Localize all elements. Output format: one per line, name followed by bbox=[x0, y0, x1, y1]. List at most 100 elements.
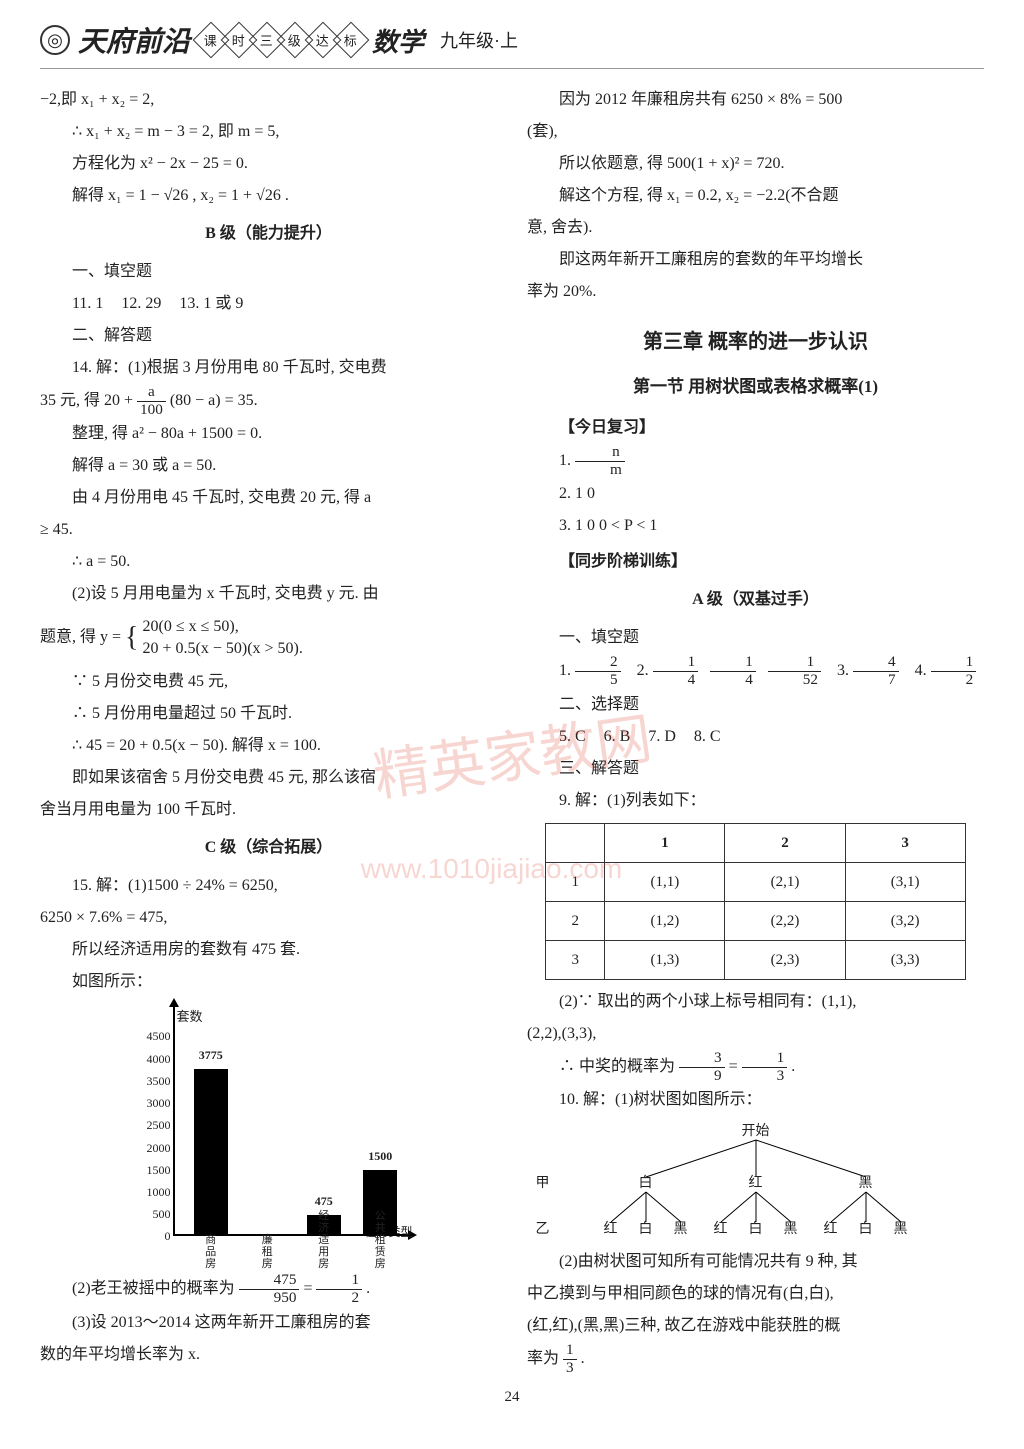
right-p7: 率为 20%. bbox=[527, 276, 984, 308]
q10b: (2)由树状图可知所有可能情况共有 9 种, 其 bbox=[527, 1246, 984, 1278]
bar bbox=[194, 1069, 228, 1237]
fill-answers-right: 1. 25 2. 14 14 152 3. 47 4. 12 bbox=[527, 654, 984, 688]
q14a: 14. 解：(1)根据 3 月份用电 80 千瓦时, 交电费 bbox=[40, 352, 497, 384]
left-p4: 解得 x₁ = 1 − √26 , x₂ = 1 + √26 . bbox=[40, 180, 497, 212]
th-3: 3 bbox=[845, 823, 965, 862]
ytick: 1500 bbox=[129, 1158, 171, 1182]
q15e: (2)老王被摇中的概率为 475950 = 12 . bbox=[40, 1272, 497, 1306]
r1: 1. nm bbox=[527, 444, 984, 478]
right-p5: 意, 舍去). bbox=[527, 212, 984, 244]
level-a-title: A 级（双基过手） bbox=[527, 584, 984, 616]
ans-11: 11. 1 bbox=[72, 295, 103, 312]
q14l: ∴ 45 = 20 + 0.5(x − 50). 解得 x = 100. bbox=[40, 730, 497, 762]
left-p1: −2,即 x₁ + x₂ = 2, bbox=[40, 84, 497, 116]
two-column-layout: −2,即 x₁ + x₂ = 2, ∴ x₁ + x₂ = m − 3 = 2,… bbox=[40, 84, 984, 1377]
q14i: 题意, 得 y = { 20(0 ≤ x ≤ 50), 20 + 0.5(x −… bbox=[40, 610, 497, 666]
q15a: 15. 解：(1)1500 ÷ 24% = 6250, bbox=[40, 870, 497, 902]
q15d: 如图所示： bbox=[40, 966, 497, 998]
q14f: ≥ 45. bbox=[40, 514, 497, 546]
frac-n-m: nm bbox=[575, 444, 625, 478]
right-p4: 解这个方程, 得 x₁ = 0.2, x₂ = −2.2(不合题 bbox=[527, 180, 984, 212]
right-p3: 所以依题意, 得 500(1 + x)² = 720. bbox=[527, 148, 984, 180]
ans-5: 5. C bbox=[559, 728, 586, 745]
solve-title-left: 二、解答题 bbox=[40, 320, 497, 352]
left-p3: 方程化为 x² − 2x − 25 = 0. bbox=[40, 148, 497, 180]
q15c: 所以经济适用房的套数有 475 套. bbox=[40, 934, 497, 966]
y-axis bbox=[173, 1006, 175, 1236]
q14k: ∴ 5 月份用电量超过 50 千瓦时. bbox=[40, 698, 497, 730]
choice-answers: 5. C 6. B 7. D 8. C bbox=[527, 721, 984, 753]
frac-1-2: 12 bbox=[316, 1272, 362, 1306]
brand-title: 天府前沿 bbox=[78, 20, 190, 60]
tree-root: 开始 bbox=[742, 1118, 770, 1146]
right-p6: 即这两年新开工廉租房的套数的年平均增长 bbox=[527, 244, 984, 276]
ytick: 3000 bbox=[129, 1091, 171, 1115]
r2: 2. 1 0 bbox=[527, 478, 984, 510]
ytick: 3500 bbox=[129, 1069, 171, 1093]
right-column: 因为 2012 年廉租房共有 6250 × 8% = 500 (套), 所以依题… bbox=[527, 84, 984, 1377]
ans-8: 8. C bbox=[694, 728, 721, 745]
ytick: 4500 bbox=[129, 1024, 171, 1048]
q15b: 6250 × 7.6% = 475, bbox=[40, 902, 497, 934]
tree-diagram: 开始 甲 乙 白 红 黑 红 白 黑 红 白 黑 红 白 黑 bbox=[536, 1122, 976, 1242]
fill-title-left: 一、填空题 bbox=[40, 256, 497, 288]
q10a: 10. 解：(1)树状图如图所示： bbox=[527, 1084, 984, 1116]
chapter-title: 第三章 概率的进一步认识 bbox=[527, 322, 984, 362]
q10d: (红,红),(黑,黑)三种, 故乙在游戏中能获胜的概 bbox=[527, 1310, 984, 1342]
q14j: ∵ 5 月份交电费 45 元, bbox=[40, 666, 497, 698]
q14n: 舍当月用电量为 100 千瓦时. bbox=[40, 794, 497, 826]
page-header: ◎ 天府前沿 课 时 三 级 达 标 数学 九年级·上 bbox=[40, 20, 984, 69]
chart-ylabel: 套数 bbox=[177, 1004, 203, 1030]
bar-chart: 套数 住房类型 05001000150020002500300035004000… bbox=[129, 1006, 409, 1266]
ans-7: 7. D bbox=[648, 728, 676, 745]
q14c: 整理, 得 a² − 80a + 1500 = 0. bbox=[40, 418, 497, 450]
q15g: 数的年平均增长率为 x. bbox=[40, 1339, 497, 1371]
q10c: 中乙摸到与甲相同颜色的球的情况有(白,白), bbox=[527, 1278, 984, 1310]
page-number: 24 bbox=[40, 1389, 984, 1406]
q14e: 由 4 月份用电 45 千瓦时, 交电费 20 元, 得 a bbox=[40, 482, 497, 514]
q14h: (2)设 5 月用电量为 x 千瓦时, 交电费 y 元. 由 bbox=[40, 578, 497, 610]
brace-icon: { bbox=[125, 622, 138, 653]
probability-table: 1 2 3 1 (1,1) (2,1) (3,1) 2 (1,2) (2,2) … bbox=[545, 823, 965, 980]
left-column: −2,即 x₁ + x₂ = 2, ∴ x₁ + x₂ = m − 3 = 2,… bbox=[40, 84, 497, 1377]
x-category-label: 经济适用房 bbox=[304, 1210, 344, 1270]
review-title: 【今日复习】 bbox=[527, 412, 984, 444]
fill-answers-left: 11. 1 12. 29 13. 1 或 9 bbox=[40, 288, 497, 320]
th-1: 1 bbox=[605, 823, 725, 862]
q9d: ∴ 中奖的概率为 39 = 13 . bbox=[527, 1050, 984, 1084]
train-title: 【同步阶梯训练】 bbox=[527, 546, 984, 578]
ytick: 4000 bbox=[129, 1047, 171, 1071]
ytick: 0 bbox=[129, 1224, 171, 1248]
diamond-row: 课 时 三 级 达 标 bbox=[198, 27, 364, 53]
q14m: 即如果该宿舍 5 月份交电费 45 元, 那么该宿 bbox=[40, 762, 497, 794]
grade-label: 九年级·上 bbox=[440, 27, 518, 53]
diamond-6: 标 bbox=[333, 22, 370, 59]
bar-value-label: 1500 bbox=[368, 1144, 392, 1168]
q9b: (2)∵ 取出的两个小球上标号相同有：(1,1), bbox=[527, 986, 984, 1018]
tree-row1-label: 甲 bbox=[536, 1170, 550, 1198]
q14b: 35 元, 得 20 + a100 (80 − a) = 35. bbox=[40, 384, 497, 418]
tree-row2-label: 乙 bbox=[536, 1216, 550, 1244]
x-category-label: 廉租房 bbox=[247, 1234, 287, 1270]
ans-12: 12. 29 bbox=[121, 295, 161, 312]
solve-title-right: 三、解答题 bbox=[527, 753, 984, 785]
level-b-title: B 级（能力提升） bbox=[40, 218, 497, 250]
level-c-title: C 级（综合拓展） bbox=[40, 832, 497, 864]
right-p2: (套), bbox=[527, 116, 984, 148]
left-p2: ∴ x₁ + x₂ = m − 3 = 2, 即 m = 5, bbox=[40, 116, 497, 148]
bar-value-label: 3775 bbox=[199, 1043, 223, 1067]
frac-475-950: 475950 bbox=[239, 1272, 300, 1306]
th-2: 2 bbox=[725, 823, 845, 862]
x-category-label: 商品房 bbox=[191, 1234, 231, 1270]
bullseye-icon: ◎ bbox=[40, 25, 70, 55]
ans-6: 6. B bbox=[604, 728, 631, 745]
r3: 3. 1 0 0 < P < 1 bbox=[527, 510, 984, 542]
ans-13: 13. 1 或 9 bbox=[179, 295, 243, 312]
frac-a-100: a100 bbox=[137, 384, 166, 418]
q15f: (3)设 2013～2014 这两年新开工廉租房的套 bbox=[40, 1307, 497, 1339]
ytick: 500 bbox=[129, 1202, 171, 1226]
subject-label: 数学 bbox=[372, 22, 424, 59]
section-title: 第一节 用树状图或表格求概率(1) bbox=[527, 370, 984, 404]
q14d: 解得 a = 30 或 a = 50. bbox=[40, 450, 497, 482]
fill-title-right: 一、填空题 bbox=[527, 622, 984, 654]
